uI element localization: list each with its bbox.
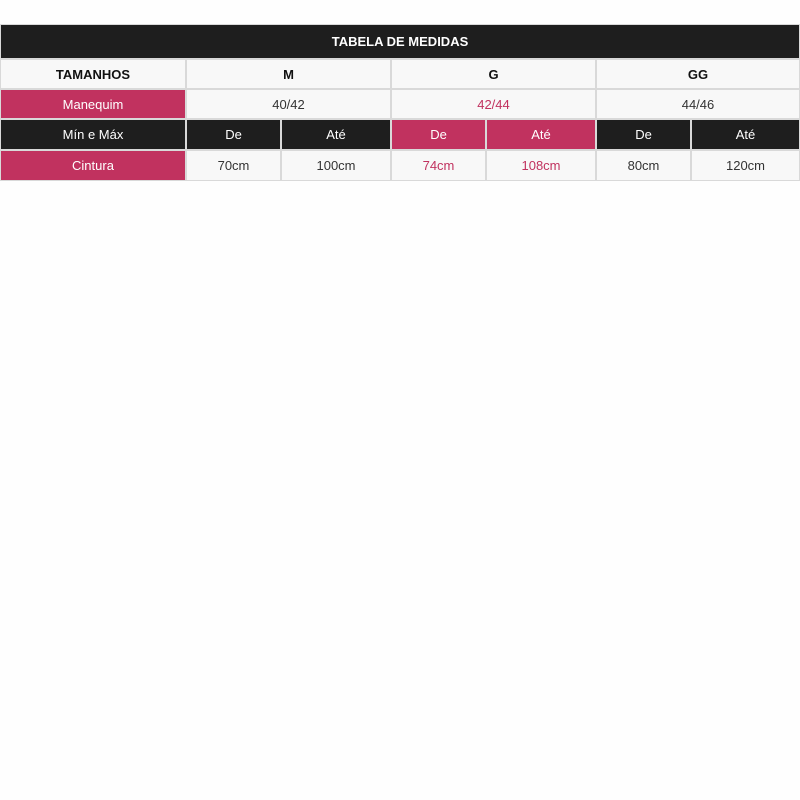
gg-to-header: Até: [691, 119, 800, 150]
waist-g-from: 74cm: [391, 150, 486, 181]
waist-m-from: 70cm: [186, 150, 281, 181]
table-title: TABELA DE MEDIDAS: [0, 24, 800, 59]
range-label: Mín e Máx: [0, 119, 186, 150]
size-g: G: [391, 59, 596, 89]
mannequin-m: 40/42: [186, 89, 391, 119]
waist-gg-to: 120cm: [691, 150, 800, 181]
m-from-header: De: [186, 119, 281, 150]
waist-gg-from: 80cm: [596, 150, 691, 181]
waist-g-to: 108cm: [486, 150, 596, 181]
mannequin-gg: 44/46: [596, 89, 800, 119]
mannequin-label: Manequim: [0, 89, 186, 119]
waist-m-to: 100cm: [281, 150, 391, 181]
size-m: M: [186, 59, 391, 89]
g-from-header: De: [391, 119, 486, 150]
sizes-header: TAMANHOS: [0, 59, 186, 89]
waist-label: Cintura: [0, 150, 186, 181]
mannequin-g: 42/44: [391, 89, 596, 119]
gg-from-header: De: [596, 119, 691, 150]
size-gg: GG: [596, 59, 800, 89]
m-to-header: Até: [281, 119, 391, 150]
g-to-header: Até: [486, 119, 596, 150]
